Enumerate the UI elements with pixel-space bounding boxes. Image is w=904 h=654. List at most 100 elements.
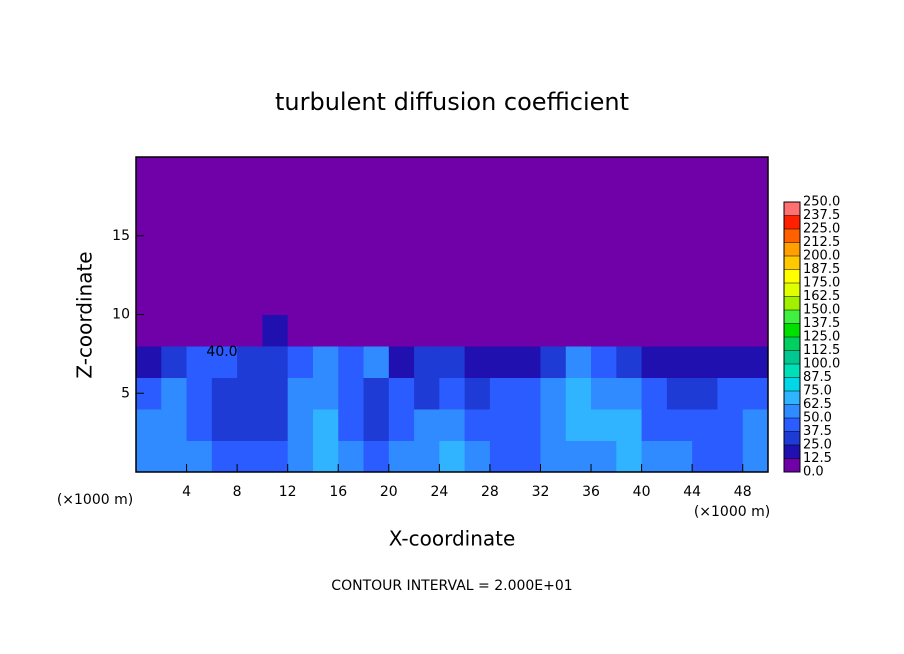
cell: [565, 157, 592, 189]
colorbar-band: [784, 269, 800, 283]
cell: [414, 377, 440, 410]
cell: [338, 409, 365, 441]
cell: [515, 188, 541, 221]
cell: [388, 314, 415, 347]
cell: [161, 314, 188, 347]
cell: [161, 188, 188, 221]
cell: [742, 377, 769, 410]
colorbar-band: [784, 202, 800, 216]
colorbar-label: 137.5: [803, 316, 840, 331]
cell: [136, 157, 162, 189]
cell: [717, 409, 744, 441]
cell: [388, 188, 415, 221]
cell: [237, 346, 263, 378]
cell: [338, 220, 365, 252]
cell: [666, 346, 693, 378]
cell: [591, 377, 617, 410]
cell: [237, 283, 263, 315]
cell: [262, 377, 289, 410]
colorbar-label: 37.5: [803, 424, 832, 439]
cell: [565, 346, 592, 378]
cell: [136, 251, 162, 284]
cell: [312, 314, 339, 347]
cell: [388, 251, 415, 284]
colorbar-label: 175.0: [803, 276, 840, 291]
cell: [489, 409, 516, 441]
cell: [211, 283, 238, 315]
cell: [287, 440, 314, 473]
cell: [338, 314, 365, 347]
x-tick-label: 44: [683, 484, 701, 500]
cell: [439, 409, 466, 441]
cell: [591, 188, 617, 221]
cell: [312, 251, 339, 284]
cell: [186, 377, 213, 410]
cell: [489, 314, 516, 347]
cell: [489, 220, 516, 252]
cell: [363, 283, 390, 315]
cell: [717, 314, 744, 347]
cell: [742, 314, 769, 347]
y-unit-label: (×1000 m): [57, 492, 133, 508]
cell: [515, 251, 541, 284]
cell: [692, 377, 718, 410]
cell: [742, 409, 769, 441]
cell: [692, 220, 718, 252]
cell: [692, 283, 718, 315]
cell: [312, 440, 339, 473]
colorbar-label: 212.5: [803, 235, 840, 250]
cell: [363, 188, 390, 221]
cell: [464, 409, 491, 441]
cell: [565, 314, 592, 347]
colorbar-band: [784, 364, 800, 378]
cell: [515, 220, 541, 252]
colorbar-band: [784, 310, 800, 324]
cell: [338, 157, 365, 189]
contour-interval: CONTOUR INTERVAL = 2.000E+01: [331, 578, 572, 594]
cell: [742, 157, 769, 189]
cell: [591, 157, 617, 189]
cell: [464, 440, 491, 473]
colorbar-label: 150.0: [803, 303, 840, 318]
x-tick-label: 16: [329, 484, 347, 500]
cell: [414, 251, 440, 284]
colorbar-label: 162.5: [803, 289, 840, 304]
cell: [591, 409, 617, 441]
cell: [464, 314, 491, 347]
cell: [186, 314, 213, 347]
colorbar-label: 200.0: [803, 249, 840, 264]
cell: [616, 314, 643, 347]
cell: [237, 251, 263, 284]
cell: [717, 157, 744, 189]
cell: [136, 283, 162, 315]
cell: [464, 251, 491, 284]
cell: [237, 157, 263, 189]
cell: [616, 409, 643, 441]
cell: [717, 188, 744, 221]
cell: [742, 283, 769, 315]
cell: [666, 314, 693, 347]
cell: [237, 220, 263, 252]
cell: [287, 346, 314, 378]
colorbar-band: [784, 391, 800, 405]
cell: [186, 188, 213, 221]
cell: [262, 188, 289, 221]
x-tick-label: 48: [734, 484, 752, 500]
cell: [287, 188, 314, 221]
colorbar-band: [784, 256, 800, 270]
colorbar-label: 50.0: [803, 411, 832, 426]
cell: [742, 220, 769, 252]
cell: [136, 188, 162, 221]
cell: [312, 409, 339, 441]
cell: [186, 220, 213, 252]
cell: [565, 283, 592, 315]
cell: [363, 220, 390, 252]
cell: [287, 409, 314, 441]
contour-label: 40.0: [206, 344, 237, 360]
cell: [666, 377, 693, 410]
colorbar-label: 25.0: [803, 438, 832, 453]
cell: [464, 283, 491, 315]
cell: [565, 220, 592, 252]
cell: [388, 409, 415, 441]
